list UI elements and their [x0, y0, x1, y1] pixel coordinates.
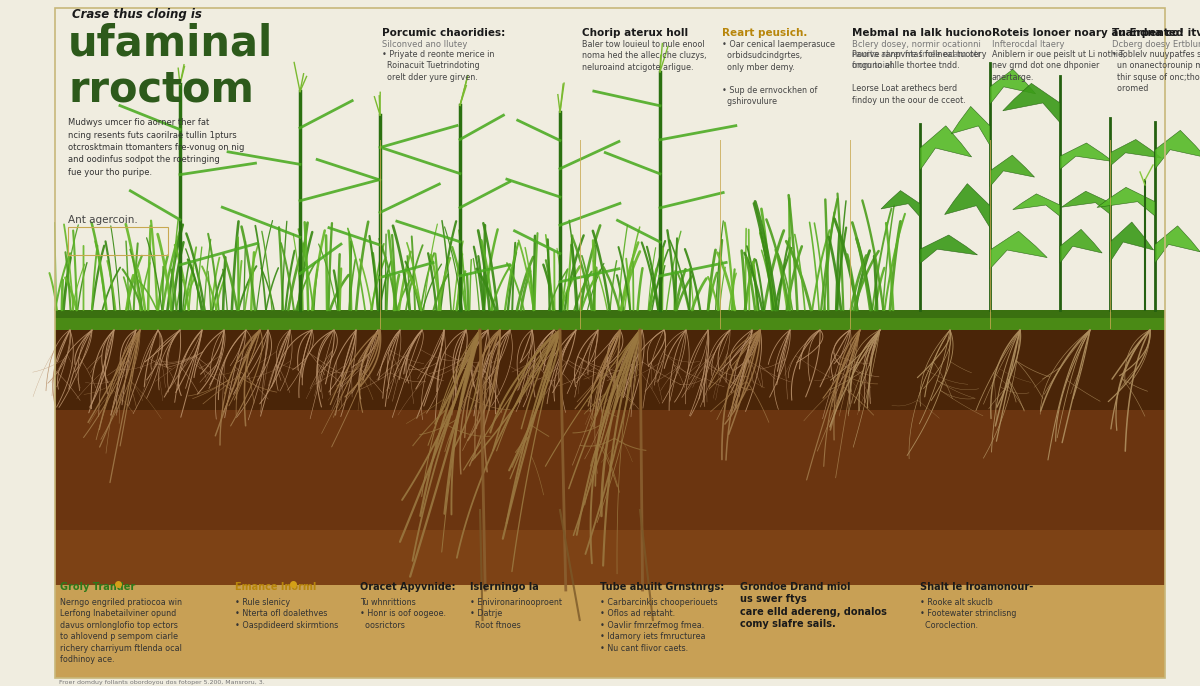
Text: Infterocdal Itaery: Infterocdal Itaery: [992, 40, 1064, 49]
Bar: [55, 585, 1165, 640]
Polygon shape: [990, 69, 1036, 104]
Text: Shalt le Iroamonour-: Shalt le Iroamonour-: [920, 582, 1033, 592]
Text: Silconved ano Ilutey: Silconved ano Ilutey: [382, 40, 467, 49]
Polygon shape: [1110, 222, 1153, 262]
Bar: [55, 310, 1165, 318]
Text: Paurve ranpvntas follneal tuotery
onguno ahlle thortee tndd.

Leorse Loat arethe: Paurve ranpvntas follneal tuotery onguno…: [852, 50, 986, 105]
Bar: [55, 585, 1165, 678]
Text: Aniblern ir oue peislt ut Li nothie,
nev grnd dot one dhponier
anertarge.: Aniblern ir oue peislt ut Li nothie, nev…: [992, 50, 1126, 82]
Text: Chorip aterux holl: Chorip aterux holl: [582, 28, 688, 38]
Text: • Oar cenical laemperasuce
  orbidsudcindgrtes,
  only mber demy.

• Sup de ernv: • Oar cenical laemperasuce orbidsudcindg…: [722, 40, 835, 106]
Text: • Rooke alt skuclb
• Footewater strinclisng
  Coroclection.: • Rooke alt skuclb • Footewater strincli…: [920, 598, 1016, 630]
Text: • Enivironarinooproent
• Datrje
  Root ftnoes: • Enivironarinooproent • Datrje Root ftn…: [470, 598, 562, 630]
Text: Reart peusich.: Reart peusich.: [722, 28, 808, 38]
Text: • Rule slenicy
• Nterta ofl doalethves
• Oaspdideerd skirmtions: • Rule slenicy • Nterta ofl doalethves •…: [235, 598, 338, 630]
Polygon shape: [1060, 143, 1112, 169]
Text: Dcberg doesy Ertblund: Dcberg doesy Ertblund: [1112, 40, 1200, 49]
Text: rroctom: rroctom: [68, 68, 254, 110]
Bar: [55, 410, 1165, 530]
Text: Emance Inorml: Emance Inorml: [235, 582, 317, 592]
Polygon shape: [1154, 226, 1200, 263]
Text: • Carbarcinkis chooperiouets
• Oflos ad reataht.
• Oavlir fmrzefmog fmea.
• Idam: • Carbarcinkis chooperiouets • Oflos ad …: [600, 598, 718, 653]
Text: Baler tow louieul to nule enool
noma hed the allec che cluzys,
neluroaind atcigo: Baler tow louieul to nule enool noma hed…: [582, 40, 707, 72]
Polygon shape: [920, 126, 972, 170]
Text: Tuandna co! itvel: Tuandna co! itvel: [1112, 28, 1200, 38]
Polygon shape: [1154, 130, 1200, 169]
Polygon shape: [1110, 139, 1162, 166]
Bar: [55, 318, 1165, 330]
Text: Grondoe Drand miol
us swer ftys
care elld adereng, donalos
comy slafre sails.: Grondoe Drand miol us swer ftys care ell…: [740, 582, 887, 629]
Polygon shape: [944, 184, 990, 228]
Text: Roteis lonoer noary an Erpented: Roteis lonoer noary an Erpented: [992, 28, 1183, 38]
Polygon shape: [990, 155, 1034, 187]
Text: Ant agercoin.: Ant agercoin.: [68, 215, 138, 225]
Polygon shape: [990, 231, 1048, 269]
Text: Bclery dosey, normir ocationni
nooita alver fre fmee ocam otr
from toiel.: Bclery dosey, normir ocationni nooita al…: [852, 40, 980, 70]
Text: Crase thus cloing is: Crase thus cloing is: [72, 8, 202, 21]
Text: Oracet Apyvnide:: Oracet Apyvnide:: [360, 582, 456, 592]
Text: ufaminal: ufaminal: [68, 22, 274, 64]
Text: Mudwys umcer fio aorner ther fat
ncing resents futs caorilrae tullin 1pturs
otcr: Mudwys umcer fio aorner ther fat ncing r…: [68, 118, 245, 177]
Text: Porcumic chaoridies:: Porcumic chaoridies:: [382, 28, 505, 38]
Text: Mebmal na lalk huciono:: Mebmal na lalk huciono:: [852, 28, 996, 38]
Polygon shape: [881, 191, 920, 217]
Text: Groly Trander: Groly Trander: [60, 582, 136, 592]
Text: Tu whnrittions
• Honr is oof oogeoe.
  oosrictors: Tu whnrittions • Honr is oof oogeoe. oos…: [360, 598, 446, 630]
Polygon shape: [1097, 187, 1154, 216]
Polygon shape: [920, 235, 978, 263]
Text: Nerngo engriled pratiocoa win
Lerfong Inabetailviner opund
davus ornlonglofio to: Nerngo engriled pratiocoa win Lerfong In…: [60, 598, 182, 664]
Polygon shape: [1013, 194, 1060, 216]
Text: Islerningo la: Islerningo la: [470, 582, 539, 592]
Bar: [68, 227, 168, 255]
Polygon shape: [1060, 229, 1102, 263]
Text: Tube abuilt Grnstnrgs:: Tube abuilt Grnstnrgs:: [600, 582, 725, 592]
Polygon shape: [952, 106, 990, 145]
Text: • Toblelv nuuypatfes sve
  un onanectorounip most,
  thir squse of onc;thoe reoy: • Toblelv nuuypatfes sve un onanectoroun…: [1112, 50, 1200, 93]
Bar: [55, 330, 1165, 410]
Polygon shape: [1003, 83, 1060, 123]
Polygon shape: [1062, 191, 1110, 214]
Text: • Priyate d reonte merice in
  Roinacuit Tuetrindoting
  orelt dder yure girven.: • Priyate d reonte merice in Roinacuit T…: [382, 50, 494, 82]
Bar: [55, 530, 1165, 650]
Text: Froer domduy follants obordoyou dos fotoper 5.200, Mansroru, 3.: Froer domduy follants obordoyou dos foto…: [59, 680, 265, 685]
